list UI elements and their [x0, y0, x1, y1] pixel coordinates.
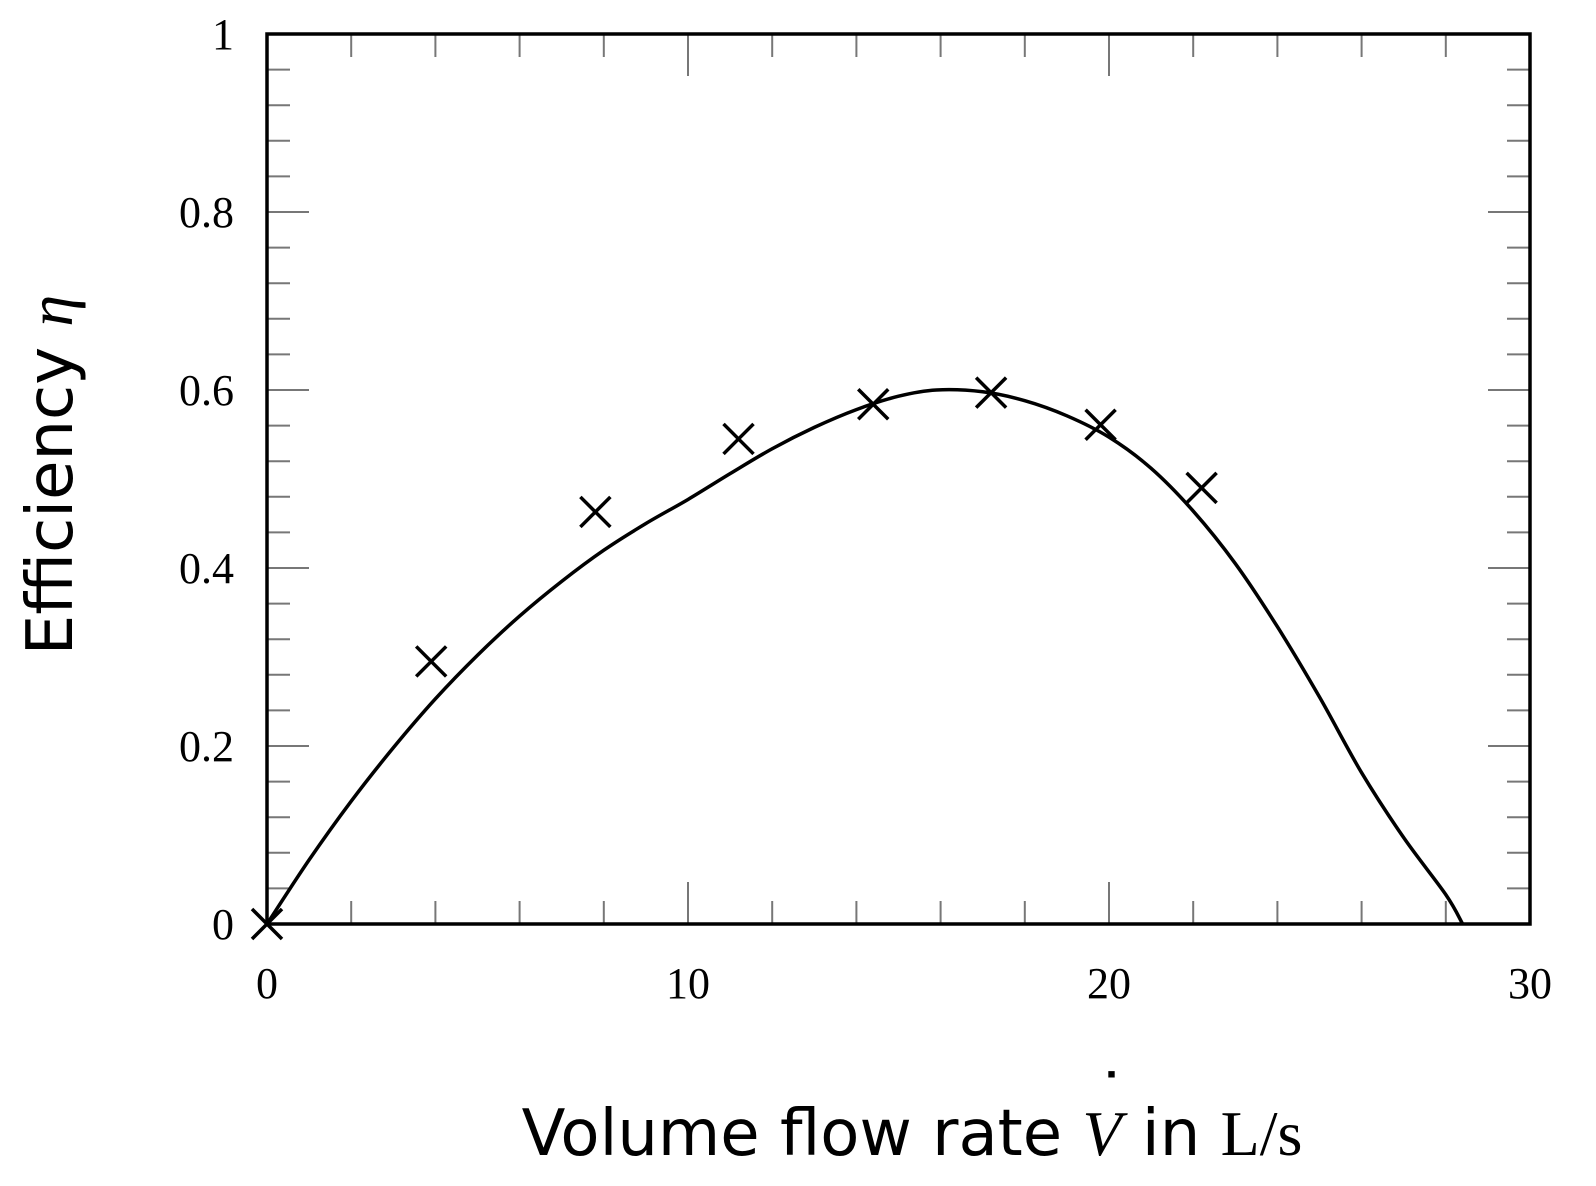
x-tick-label: 10 — [666, 959, 710, 1008]
data-point-marker — [414, 645, 448, 678]
y-axis-title: Efficiency η — [14, 295, 88, 655]
x-axis-symbol-accent: ˙ — [1095, 1062, 1127, 1136]
x-axis-symbol: V — [1082, 1098, 1128, 1169]
x-axis-unit: L/s — [1221, 1098, 1303, 1169]
x-tick-label: 30 — [1508, 959, 1552, 1008]
marker-stroke — [722, 422, 755, 456]
x-tick-label: 0 — [256, 959, 278, 1008]
marker-stroke — [857, 388, 890, 421]
data-point-marker — [579, 495, 612, 529]
data-point-marker — [974, 376, 1008, 409]
y-tick-labels: 0 0.2 0.4 0.6 0.8 1 — [179, 10, 234, 949]
efficiency-fit-curve — [265, 387, 1465, 925]
fit-curve-layer — [265, 387, 1465, 925]
y-tick-label: 0.2 — [179, 722, 234, 771]
data-markers — [250, 376, 1218, 941]
y-axis-title-text: Efficiency — [14, 327, 88, 656]
marker-stroke — [579, 495, 612, 529]
y-tick-label: 1 — [212, 10, 234, 59]
axis-ticks — [266, 33, 1531, 925]
marker-stroke — [1084, 408, 1117, 441]
y-tick-label: 0 — [212, 900, 234, 949]
y-tick-label: 0.4 — [179, 544, 234, 593]
y-tick-label: 0.6 — [179, 366, 234, 415]
y-axis-symbol: η — [15, 295, 86, 327]
data-point-marker — [1185, 471, 1218, 505]
data-point-marker — [1084, 408, 1117, 441]
marker-stroke — [1185, 471, 1218, 505]
x-tick-label: 20 — [1087, 959, 1131, 1008]
x-tick-labels: 0 10 20 30 — [256, 959, 1552, 1008]
plot-frame — [265, 32, 1532, 926]
y-tick-label: 0.8 — [179, 188, 234, 237]
x-axis-connector: in — [1122, 1097, 1221, 1171]
data-point-marker — [857, 388, 890, 421]
marker-stroke — [414, 645, 448, 678]
x-axis-title: Volume flow rate V in L/s — [522, 1097, 1303, 1171]
data-point-marker — [722, 422, 755, 456]
marker-stroke — [974, 376, 1008, 409]
x-axis-title-text: Volume flow rate — [522, 1097, 1083, 1171]
